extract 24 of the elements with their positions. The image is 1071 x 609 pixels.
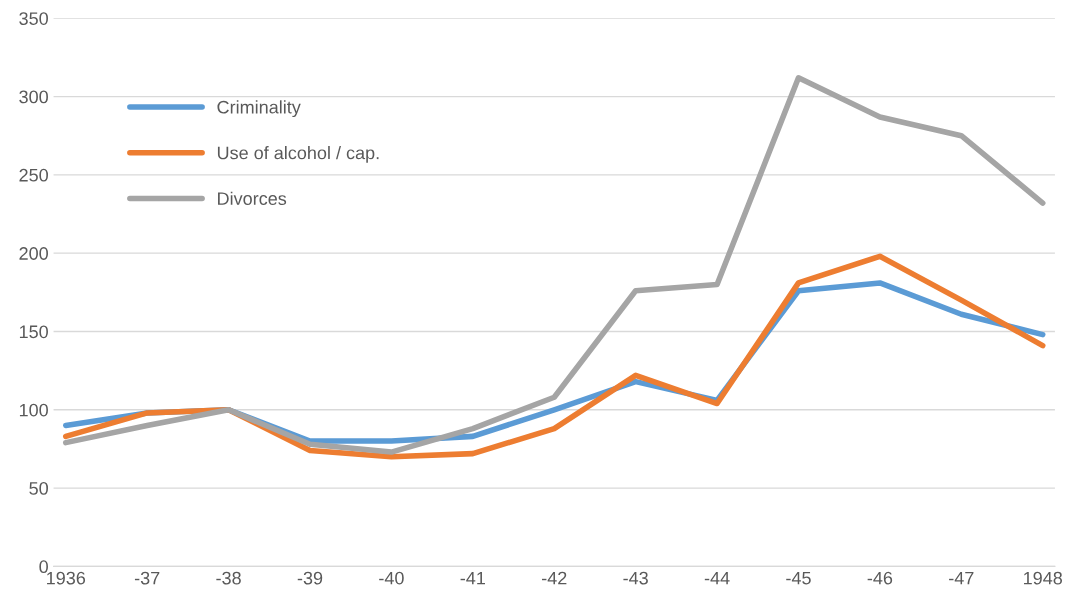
x-tick-label: -38 [216,571,241,585]
x-tick-label: 1948 [1024,571,1063,585]
y-tick-label: 50 [29,482,48,495]
x-tick-label: -37 [134,571,160,585]
y-tick-label: 100 [19,403,48,417]
y-tick-label: 0 [39,560,48,574]
legend-label: Divorces [218,191,287,205]
y-tick-label: 250 [19,168,48,182]
x-tick-label: -42 [542,571,567,585]
y-tick-label: 150 [19,325,48,339]
y-tick-label: 350 [19,12,48,25]
x-tick-label: -43 [623,571,648,585]
x-tick-label: -45 [786,571,811,585]
x-tick-label: -44 [704,571,730,585]
y-tick-label: 200 [19,247,48,260]
x-tick-label: -46 [867,571,893,585]
legend-label: Use of alcohol / cap. [217,146,379,163]
x-tick-label: 1936 [47,571,86,585]
legend-label: Criminality [217,100,301,118]
x-tick-label: -41 [460,571,485,585]
x-tick-label: -40 [379,571,404,585]
x-tick-label: -39 [297,571,323,585]
y-tick-label: 300 [19,90,48,104]
x-tick-label: -47 [949,571,974,585]
